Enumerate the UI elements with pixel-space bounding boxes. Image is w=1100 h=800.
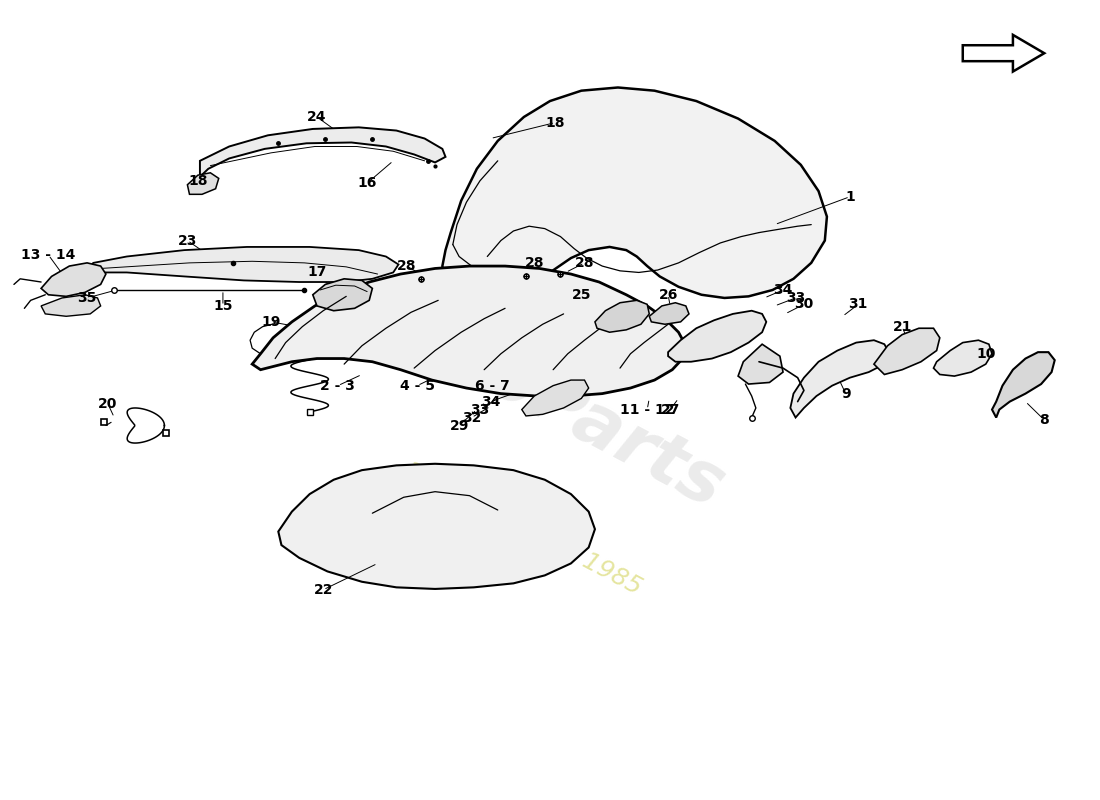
- Polygon shape: [252, 266, 685, 396]
- Polygon shape: [738, 344, 783, 384]
- Text: 13 - 14: 13 - 14: [21, 248, 76, 262]
- Polygon shape: [312, 279, 373, 310]
- Text: 21: 21: [892, 320, 912, 334]
- Polygon shape: [962, 35, 1044, 71]
- Polygon shape: [790, 340, 890, 418]
- Text: 4 - 5: 4 - 5: [399, 378, 435, 393]
- Text: 18: 18: [546, 115, 565, 130]
- Text: 15: 15: [213, 299, 233, 313]
- Text: a passion since 1985: a passion since 1985: [402, 455, 646, 600]
- Polygon shape: [992, 352, 1055, 418]
- Text: 28: 28: [525, 256, 544, 270]
- Text: 19: 19: [262, 315, 280, 329]
- Text: 25: 25: [572, 288, 591, 302]
- Text: 8: 8: [1040, 413, 1049, 427]
- Text: 24: 24: [307, 110, 327, 124]
- Polygon shape: [595, 300, 649, 332]
- Text: 1: 1: [845, 190, 855, 204]
- Text: 33: 33: [471, 402, 490, 417]
- Text: 9: 9: [840, 386, 850, 401]
- Text: 34: 34: [481, 394, 500, 409]
- Text: 18: 18: [188, 174, 208, 188]
- Text: 28: 28: [574, 256, 594, 270]
- Text: 20: 20: [98, 397, 118, 411]
- Text: 35: 35: [77, 291, 97, 305]
- Polygon shape: [934, 340, 992, 376]
- Text: 23: 23: [178, 234, 197, 247]
- Text: 2 - 3: 2 - 3: [320, 378, 355, 393]
- Text: 27: 27: [660, 402, 680, 417]
- Text: 26: 26: [659, 288, 678, 302]
- Text: 30: 30: [794, 298, 814, 311]
- Polygon shape: [521, 380, 588, 416]
- Text: 16: 16: [358, 176, 377, 190]
- Text: 32: 32: [462, 410, 482, 425]
- Polygon shape: [200, 127, 446, 177]
- Polygon shape: [649, 302, 689, 324]
- Text: 22: 22: [314, 582, 333, 597]
- Text: 31: 31: [848, 298, 868, 311]
- Text: 10: 10: [976, 346, 996, 361]
- Text: 6 - 7: 6 - 7: [475, 378, 510, 393]
- Polygon shape: [41, 263, 106, 296]
- Polygon shape: [187, 173, 219, 194]
- Polygon shape: [41, 294, 101, 316]
- Text: 34: 34: [773, 283, 793, 297]
- Polygon shape: [873, 328, 939, 374]
- Text: 28: 28: [397, 259, 417, 273]
- Text: 11 - 12: 11 - 12: [620, 402, 674, 417]
- Text: euroParts: euroParts: [354, 277, 736, 523]
- Polygon shape: [442, 87, 827, 304]
- Text: 33: 33: [785, 291, 805, 305]
- Text: 17: 17: [307, 266, 327, 279]
- Polygon shape: [668, 310, 767, 362]
- Text: 29: 29: [450, 418, 469, 433]
- Polygon shape: [87, 247, 398, 282]
- Polygon shape: [278, 464, 595, 589]
